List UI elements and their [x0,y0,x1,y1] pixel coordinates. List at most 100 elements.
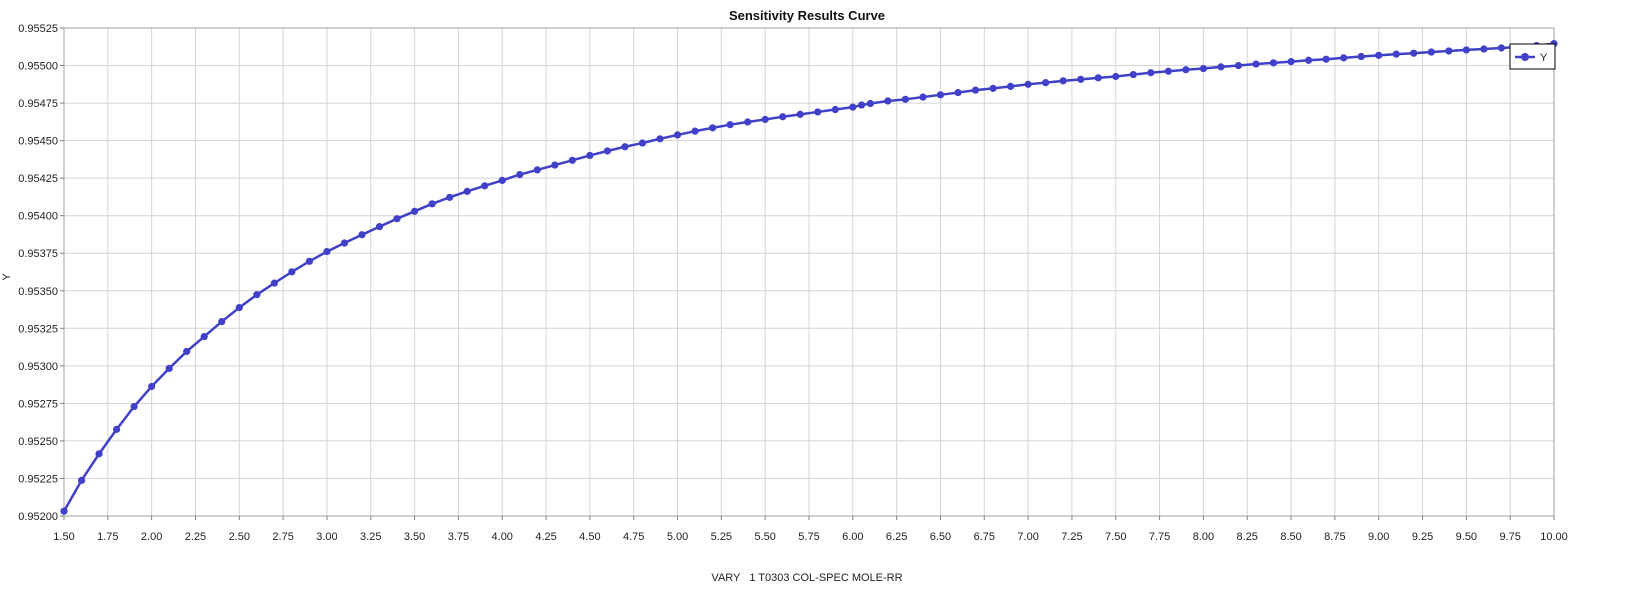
x-tick-label: 10.00 [1540,531,1568,543]
x-tick-label: 8.25 [1237,531,1258,543]
y-tick-label: 0.95275 [18,398,58,410]
y-axis-title: Y [1,273,13,281]
y-tick-label: 0.95300 [18,361,58,373]
data-point [323,247,331,256]
data-point [516,170,524,179]
data-point [1340,54,1348,62]
data-point [305,257,314,265]
legend[interactable]: Y [1509,43,1556,70]
data-point [656,135,664,143]
data-point [638,139,647,147]
data-point [884,97,892,105]
data-point [235,303,243,312]
data-point [1094,74,1102,82]
x-tick-label: 9.25 [1412,531,1433,543]
data-point [796,110,804,118]
data-point [814,108,822,116]
x-tick-label: 4.75 [623,531,644,543]
x-tick-label: 1.50 [53,531,74,543]
data-point [761,115,769,124]
data-point [831,105,839,114]
data-point [1059,77,1067,85]
x-tick-label: 3.00 [316,531,337,543]
data-point [1462,46,1470,54]
y-tick-label: 0.95425 [18,173,58,185]
data-point [1269,59,1278,67]
series-layer [60,40,1558,515]
data-point [393,215,401,223]
data-point [603,147,612,155]
x-tick-label: 7.75 [1149,531,1170,543]
data-point [1322,55,1330,63]
data-point [901,95,910,103]
data-point [130,402,138,411]
data-point [498,176,506,185]
data-point [919,93,927,101]
x-tick-label: 8.50 [1280,531,1301,543]
x-axis-ticks: 1.50 1.75 2.00 2.25 2.50 2.75 3.00 3.25 3.50 3.75… [53,516,1568,543]
data-point [375,223,384,231]
data-point [1252,60,1260,68]
x-tick-label: 6.25 [886,531,907,543]
data-point [954,88,962,97]
data-point [1042,79,1050,87]
x-tick-label: 8.00 [1193,531,1214,543]
y-axis-ticks: 0.95200 0.95225 0.95250 0.95275 0.95300 0.953… [18,23,64,523]
data-point [1234,61,1243,70]
x-tick-label: 5.50 [754,531,775,543]
data-point [551,161,559,169]
x-tick-label: 9.50 [1456,531,1477,543]
data-point [428,200,436,208]
data-point [1024,80,1032,88]
data-point [1164,67,1172,75]
data-point [1445,47,1453,55]
x-tick-label: 1.75 [97,531,118,543]
data-point [200,332,208,341]
x-tick-label: 3.25 [360,531,381,543]
data-point [849,103,857,111]
x-tick-label: 5.00 [667,531,688,543]
x-tick-label: 3.75 [448,531,469,543]
data-point [744,118,752,126]
data-point [1147,69,1155,77]
x-tick-label: 7.00 [1017,531,1038,543]
data-point [1182,66,1190,74]
x-tick-label: 5.25 [711,531,732,543]
data-point [568,156,576,164]
data-point [1375,51,1383,59]
data-point [586,151,594,160]
data-point [1392,50,1400,58]
y-tick-label: 0.95225 [18,473,58,485]
y-tick-label: 0.95375 [18,248,58,260]
data-point [1287,58,1295,66]
data-point [1077,75,1085,83]
data-point [1129,70,1137,79]
legend-point-marker [1521,53,1529,61]
x-tick-label: 2.00 [141,531,162,543]
data-point [340,239,349,247]
data-point [533,166,541,174]
data-point [857,101,866,109]
data-point [866,99,874,108]
x-tick-label: 5.75 [798,531,819,543]
data-point [1357,52,1365,61]
data-point [446,193,454,201]
y-tick-label: 0.95500 [18,61,58,73]
data-point [1199,64,1208,73]
x-tick-label: 6.75 [974,531,995,543]
x-tick-label: 6.00 [842,531,863,543]
data-point [410,207,419,215]
data-point [989,84,997,92]
data-point [1217,63,1225,71]
data-point [708,124,717,132]
data-point [1410,49,1418,57]
x-tick-label: 6.50 [930,531,951,543]
data-point [1480,45,1488,53]
data-point [971,86,980,94]
chart-title: Sensitivity Results Curve [729,8,885,23]
x-tick-label: 7.25 [1061,531,1082,543]
x-tick-label: 8.75 [1324,531,1345,543]
x-tick-label: 4.25 [535,531,556,543]
